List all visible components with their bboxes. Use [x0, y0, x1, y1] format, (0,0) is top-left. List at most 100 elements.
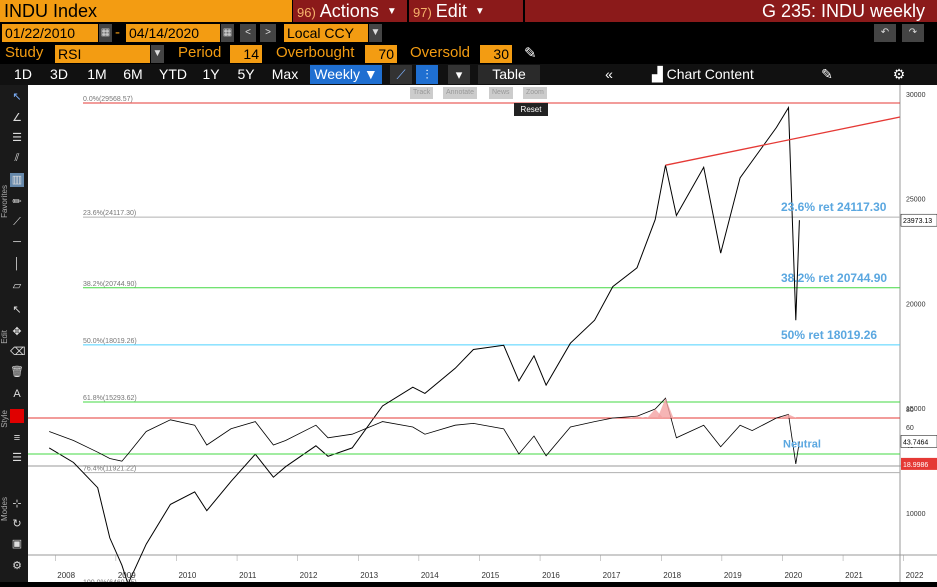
move-icon[interactable]: ✥: [12, 326, 22, 338]
trash-icon[interactable]: 🗑: [10, 366, 24, 378]
overbought-fill: [780, 414, 797, 418]
calendar-icon[interactable]: ▦: [99, 24, 112, 42]
range-ytd-button[interactable]: YTD: [159, 66, 187, 82]
channel-tool-icon[interactable]: ⫽: [14, 152, 20, 164]
study-label: Study: [5, 44, 44, 61]
chevron-down-icon[interactable]: ▼: [369, 24, 382, 42]
redo-icon[interactable]: ↷: [902, 24, 924, 42]
collapse-icon[interactable]: «: [605, 66, 613, 82]
undo-icon[interactable]: ↶: [874, 24, 896, 42]
date-separator: -: [115, 24, 120, 41]
price-chart[interactable]: 0.0%(29568.57) 23.6%(24117.30) 38.2%(20744…: [28, 85, 937, 587]
zoom-mode-zoom-button[interactable]: Zoom: [523, 87, 547, 99]
chart-area: 0.0%(29568.57) 23.6%(24117.30) 38.2%(20744…: [28, 85, 937, 587]
date-bar: 01/22/2010 ▦ - 04/14/2020 ▦ < > Local CC…: [0, 23, 937, 43]
vline-icon[interactable]: │: [13, 258, 21, 270]
oversold-label: Oversold: [410, 44, 471, 61]
line-style-icon[interactable]: ≡: [13, 432, 21, 444]
table-button[interactable]: Table: [478, 65, 540, 84]
color-swatch[interactable]: [10, 409, 24, 423]
hline-icon[interactable]: ─: [13, 236, 21, 248]
window-title: G 235: INDU weekly: [525, 0, 937, 22]
zoom-icon[interactable]: ▣: [11, 538, 23, 550]
drawing-toolbar: ↖ ∠ ☰ ⫽ ▥ ✏ ⟋ ─ │ ▱ ↖ ✥ ⌫ 🗑 A ≡ ☰ ⊹ ↻ ▣ …: [0, 85, 28, 582]
overbought-input[interactable]: 70: [365, 45, 397, 63]
rsi-line: [49, 397, 800, 464]
crosshair-icon[interactable]: ⊹: [12, 498, 22, 510]
range-6m-button[interactable]: 6M: [123, 66, 143, 82]
overbought-label: Overbought: [276, 44, 355, 61]
line-tool-icon[interactable]: ∠: [12, 112, 22, 124]
end-date-input[interactable]: 04/14/2020: [126, 24, 220, 42]
chart-content-label: Chart Content: [666, 66, 754, 82]
range-3d-button[interactable]: 3D: [50, 66, 68, 82]
overbought-fill: [657, 398, 674, 418]
zoom-mode-annotate-button[interactable]: Annotate: [443, 87, 478, 99]
favorites-label: Favorites: [0, 185, 9, 218]
style-label: Style: [0, 410, 9, 428]
interval-select[interactable]: Weekly ▼: [310, 65, 382, 84]
ticker-field[interactable]: INDU Index: [0, 0, 292, 22]
period-input[interactable]: 14: [230, 45, 262, 63]
eraser-icon[interactable]: ⌫: [10, 346, 26, 358]
chart-icon: ▟: [652, 66, 667, 82]
fib-tool-icon[interactable]: ☰: [12, 132, 22, 144]
text-icon[interactable]: A: [13, 388, 21, 400]
gear-icon[interactable]: ⚙: [892, 66, 906, 82]
next-date-button[interactable]: >: [260, 24, 276, 42]
range-1d-button[interactable]: 1D: [14, 66, 32, 82]
edit-icon[interactable]: ✎: [821, 66, 833, 82]
low-rsi-label: 18.9986: [903, 462, 928, 469]
start-date-input[interactable]: 01/22/2010: [2, 24, 98, 42]
rsi-tick-label: 80: [906, 407, 914, 414]
edit-side-label: Edit: [0, 330, 9, 344]
cursor-icon[interactable]: ↖: [12, 91, 22, 103]
last-price-label: 23973.13: [903, 218, 932, 225]
actions-menu[interactable]: 96) Actions ▼: [293, 0, 407, 22]
refresh-icon[interactable]: ↻: [12, 518, 22, 530]
study-bar: Study RSI ▼ Period 14 Overbought 70 Over…: [0, 43, 937, 64]
zoom-mode-news-button[interactable]: News: [489, 87, 513, 99]
rsi-neutral-annotation: Neutral: [783, 439, 821, 451]
modes-label: Modes: [0, 497, 9, 522]
x-axis-label: 2009: [118, 571, 136, 580]
prev-date-button[interactable]: <: [240, 24, 256, 42]
range-1y-button[interactable]: 1Y: [202, 66, 220, 82]
zoom-mode-track-button[interactable]: Track: [410, 87, 434, 99]
brush-icon[interactable]: ✏: [12, 196, 22, 208]
price-tick-label: 15000: [906, 406, 926, 413]
oversold-input[interactable]: 30: [480, 45, 512, 63]
fib-label: 61.8%(15293.62): [83, 395, 137, 402]
fib-label: 23.6%(24117.30): [83, 210, 136, 217]
chevron-down-icon[interactable]: ▾: [448, 65, 470, 84]
arrow-icon[interactable]: ↖: [12, 304, 22, 316]
calendar-icon[interactable]: ▦: [221, 24, 234, 42]
pencil-icon[interactable]: ✎: [524, 45, 537, 62]
edit-menu[interactable]: 97) Edit ▼: [409, 0, 523, 22]
pen-icon[interactable]: ⟋: [13, 216, 21, 228]
chart-content-button[interactable]: ▟ Chart Content: [652, 65, 754, 84]
retracement-annotation: 38.2% ret 20744.90: [781, 271, 887, 285]
settings-icon[interactable]: ⚙: [12, 560, 22, 572]
currency-select[interactable]: Local CCY: [284, 24, 368, 42]
reset-button[interactable]: Reset: [514, 103, 548, 116]
line-chart-icon[interactable]: ⟋: [390, 65, 412, 84]
range-max-button[interactable]: Max: [271, 66, 299, 82]
retracement-annotation: 50% ret 18019.26: [781, 328, 877, 342]
line-width-icon[interactable]: ☰: [12, 452, 22, 464]
candle-chart-icon[interactable]: ⫶: [416, 65, 438, 84]
ruler-icon[interactable]: ▱: [12, 280, 22, 292]
chevron-down-icon[interactable]: ▼: [151, 45, 164, 63]
range-5y-button[interactable]: 5Y: [237, 66, 255, 82]
x-axis-label: 2008: [57, 571, 75, 580]
fib-label: 50.0%(18019.26): [83, 338, 137, 345]
edit-label: Edit: [435, 1, 467, 21]
x-axis-label: 2010: [178, 571, 196, 580]
favorite-tool-icon[interactable]: ▥: [10, 173, 24, 187]
edit-number: 97): [413, 5, 432, 20]
price-series-line: [48, 105, 800, 586]
study-select[interactable]: RSI: [55, 45, 150, 63]
range-1m-button[interactable]: 1M: [87, 66, 107, 82]
chevron-down-icon: ▼: [474, 6, 485, 18]
price-tick-label: 10000: [906, 511, 926, 518]
